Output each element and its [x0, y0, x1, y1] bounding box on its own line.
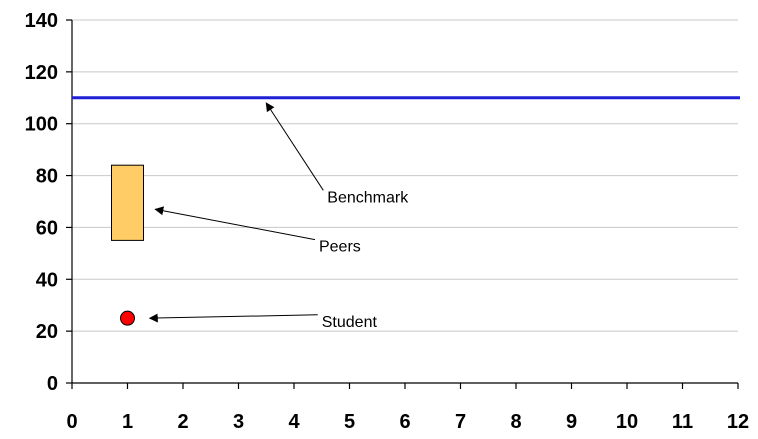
x-tick-label: 7	[455, 411, 466, 433]
benchmark-label: Benchmark	[327, 189, 409, 206]
x-tick-label: 1	[122, 411, 133, 433]
x-tick-label: 12	[727, 411, 749, 433]
y-tick-label: 40	[36, 269, 58, 291]
peers-arrow	[154, 206, 316, 241]
y-tick-label: 140	[25, 10, 58, 32]
plot-marks	[72, 96, 740, 326]
x-tick-label: 11	[672, 411, 693, 433]
student-label: Student	[322, 314, 378, 331]
student-point	[120, 310, 135, 326]
x-tick-label: 6	[399, 411, 410, 433]
x-tick-label: 10	[616, 411, 638, 433]
x-tick-label: 2	[177, 411, 188, 433]
axes	[66, 19, 739, 389]
y-tick-label: 60	[36, 217, 58, 239]
y-tick-label: 20	[36, 321, 58, 343]
peers-label: Peers	[319, 239, 361, 256]
x-tick-label: 5	[344, 411, 355, 433]
y-tick-label: 0	[47, 373, 58, 395]
benchmark-arrow	[265, 102, 324, 191]
y-tick-label: 120	[25, 62, 58, 84]
gridlines	[72, 19, 738, 332]
x-tick-label: 0	[66, 411, 77, 433]
y-tick-label: 100	[25, 114, 58, 136]
x-tick-label: 8	[510, 411, 521, 433]
x-tick-label: 3	[233, 411, 244, 433]
student-arrow	[148, 313, 318, 323]
x-tick-label: 4	[288, 411, 300, 433]
x-tick-label: 9	[566, 411, 577, 433]
peers-range-box	[111, 164, 144, 241]
y-tick-label: 80	[36, 166, 58, 188]
annotations: Benchmark Peers Student	[148, 102, 409, 331]
